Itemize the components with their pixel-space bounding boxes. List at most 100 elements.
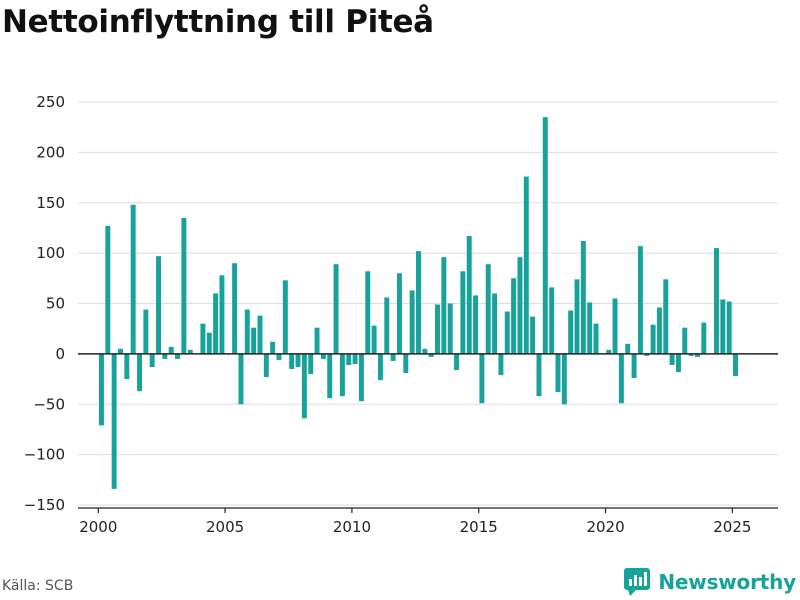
bar <box>409 290 415 354</box>
bar <box>118 348 123 354</box>
bar <box>327 353 333 399</box>
bar <box>720 299 726 354</box>
bar <box>561 353 567 405</box>
bar <box>669 353 675 365</box>
bar <box>130 204 136 354</box>
bar <box>403 353 409 374</box>
x-tick-label: 2020 <box>586 518 624 536</box>
bar <box>377 353 383 381</box>
bar <box>530 316 536 354</box>
bar <box>105 225 111 354</box>
bar <box>276 353 282 360</box>
bar <box>365 271 371 354</box>
x-tick-label: 2005 <box>206 518 244 536</box>
bar <box>714 248 719 354</box>
bar <box>656 307 662 354</box>
y-tick-label: 0 <box>55 345 65 363</box>
bar <box>555 353 561 393</box>
bar <box>384 297 390 354</box>
bar <box>149 353 155 367</box>
bar <box>682 327 688 354</box>
y-tick-label: −150 <box>24 496 65 514</box>
bar <box>498 353 504 376</box>
bar <box>238 353 244 405</box>
bar <box>688 353 694 356</box>
bar <box>612 298 618 354</box>
brand-logo: Newsworthy <box>624 566 796 598</box>
bar <box>422 348 428 354</box>
bar <box>333 264 339 354</box>
bar <box>568 310 574 354</box>
x-tick-label: 2015 <box>460 518 498 536</box>
bar <box>701 322 707 354</box>
bar <box>346 353 352 365</box>
bar <box>435 304 440 354</box>
bar <box>358 353 364 402</box>
bar <box>479 353 485 404</box>
newsworthy-logo-icon <box>624 568 651 596</box>
bar <box>447 303 453 354</box>
bar <box>181 217 187 354</box>
bar <box>574 279 580 354</box>
bar <box>473 295 479 354</box>
bar <box>504 311 510 354</box>
y-tick-label: 250 <box>36 93 65 111</box>
bar <box>618 353 624 404</box>
bar <box>441 257 447 354</box>
y-tick-label: −100 <box>24 446 65 464</box>
bar <box>352 353 358 364</box>
bar <box>549 287 555 354</box>
bar <box>587 302 593 354</box>
bar <box>257 315 263 354</box>
bar <box>339 353 345 397</box>
bar <box>206 332 212 354</box>
bar <box>466 236 472 354</box>
bar <box>308 353 314 375</box>
bar <box>111 353 117 489</box>
bar <box>390 353 396 361</box>
bar <box>536 353 542 397</box>
bar <box>320 353 326 359</box>
bar <box>244 309 250 354</box>
grid-lines <box>78 101 778 506</box>
bar <box>175 353 181 359</box>
bar <box>314 327 320 354</box>
x-tick-label: 2000 <box>79 518 117 536</box>
chart-title: Nettoinflyttning till Piteå <box>2 4 434 40</box>
bar <box>156 256 161 354</box>
bar <box>168 346 174 354</box>
bar <box>625 343 631 354</box>
bar-series <box>98 117 738 489</box>
bar <box>523 176 529 354</box>
brand-name: Newsworthy <box>658 570 796 594</box>
bar <box>289 353 295 369</box>
x-tick-label: 2025 <box>713 518 751 536</box>
bar <box>213 293 219 354</box>
y-tick-label: 200 <box>36 143 65 161</box>
bar <box>460 271 466 354</box>
bar <box>695 353 700 357</box>
y-tick-label: 150 <box>36 194 65 212</box>
bar <box>416 251 421 354</box>
x-tick-label: 2010 <box>333 518 371 536</box>
bar <box>219 275 225 354</box>
x-axis: 2000 2005 2010 2015 2020 2025 <box>78 507 778 536</box>
bar <box>428 353 434 357</box>
bar <box>517 257 523 354</box>
bar <box>371 325 377 354</box>
bar <box>675 353 681 373</box>
bar <box>511 278 517 354</box>
bar <box>301 353 307 419</box>
bar <box>263 353 269 378</box>
bar <box>542 117 548 354</box>
bar <box>726 301 732 354</box>
bar <box>137 353 142 392</box>
y-tick-label: −50 <box>33 395 65 413</box>
bar <box>162 353 168 359</box>
bar <box>606 349 612 354</box>
bar <box>98 353 104 426</box>
bar <box>637 246 643 354</box>
bar <box>650 324 656 354</box>
bar <box>644 353 650 356</box>
